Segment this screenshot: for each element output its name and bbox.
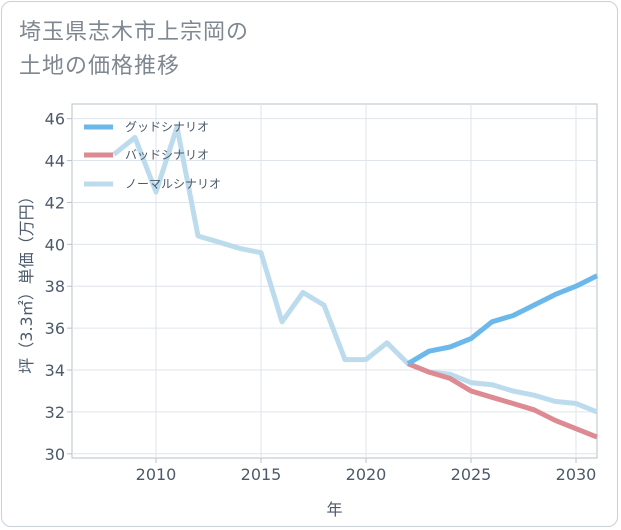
x-tick-label: 2025	[451, 465, 492, 484]
y-tick-label: 36	[45, 319, 65, 338]
y-tick-label: 42	[45, 193, 65, 212]
chart-title: 埼玉県志木市上宗岡の 土地の価格推移	[19, 16, 249, 84]
x-axis-label: 年	[326, 500, 342, 519]
x-tick-label: 2015	[241, 465, 282, 484]
series-line-0	[406, 273, 599, 366]
y-tick-label: 38	[45, 277, 65, 296]
y-axis-label: 坪（3.3㎡）単価（万円）	[17, 188, 36, 373]
y-tick-label: 46	[45, 110, 65, 129]
y-tick-label: 44	[45, 152, 65, 171]
plot-frame	[71, 103, 598, 459]
axis-ticks: 30 32 34 36 38 40 42 44 46 2010 2015 2020 2025 2030	[45, 110, 597, 484]
legend-label: グッドシナリオ	[125, 120, 209, 134]
x-tick-label: 2010	[136, 465, 177, 484]
y-tick-label: 30	[45, 445, 65, 464]
legend-label: バッドシナリオ	[125, 148, 209, 162]
y-tick-label: 40	[45, 235, 65, 254]
grid	[71, 103, 598, 459]
chart-title-line2: 土地の価格推移	[19, 54, 181, 79]
series-line-2	[112, 124, 598, 415]
x-tick-label: 2030	[556, 465, 597, 484]
series-line-1	[407, 361, 598, 440]
chart-title-line1: 埼玉県志木市上宗岡の	[19, 20, 250, 45]
y-tick-label: 32	[45, 403, 65, 422]
x-tick-label: 2020	[346, 465, 387, 484]
series-lines	[112, 124, 599, 440]
y-tick-label: 34	[45, 361, 65, 380]
legend-label: ノーマルシナリオ	[125, 177, 221, 191]
